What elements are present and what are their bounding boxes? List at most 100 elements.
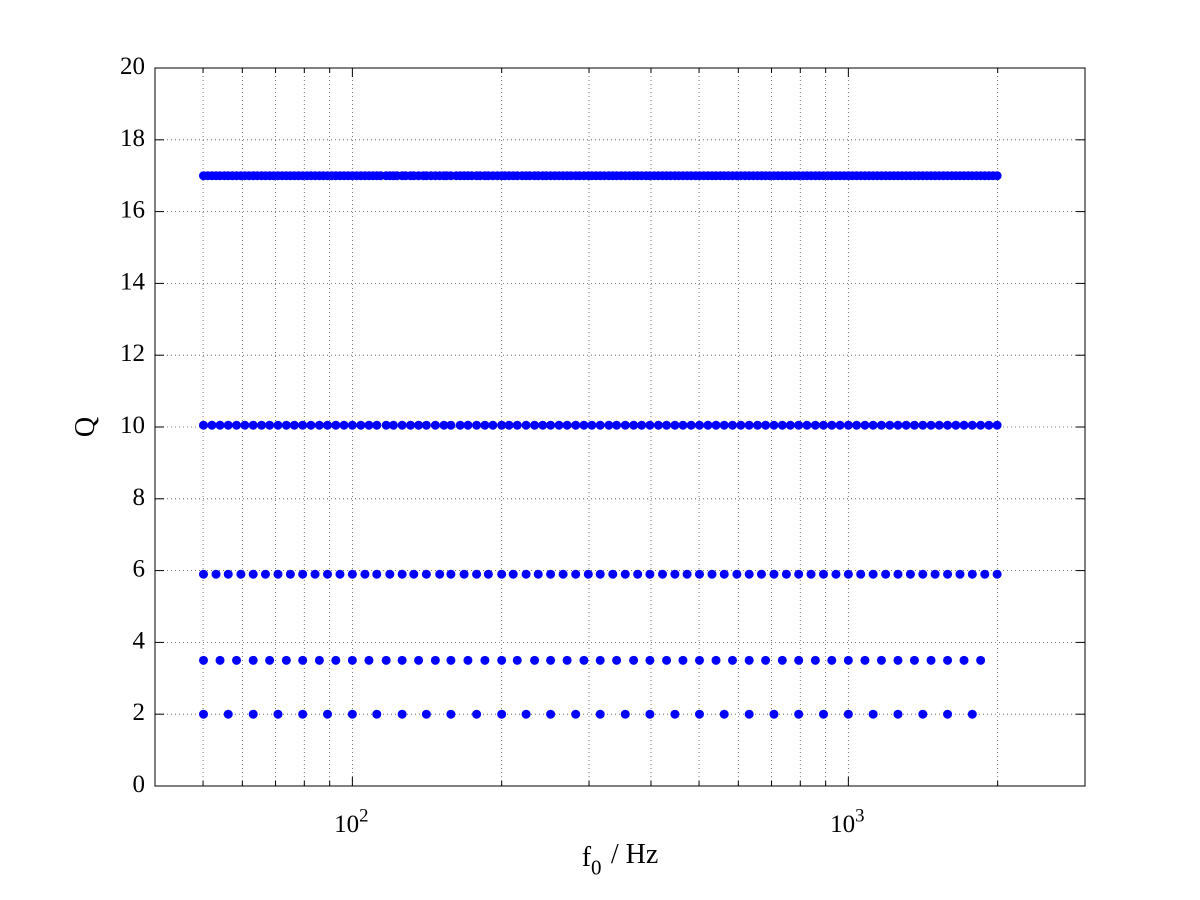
point <box>512 655 522 665</box>
point <box>658 569 668 579</box>
point <box>472 420 482 430</box>
point <box>265 655 275 665</box>
point <box>521 709 531 719</box>
point <box>558 569 568 579</box>
y-tick-label: 20 <box>120 53 145 80</box>
point <box>480 655 490 665</box>
point <box>248 655 258 665</box>
point <box>397 420 407 430</box>
x-axis-label: f0 / Hz <box>582 839 659 879</box>
point <box>364 655 374 665</box>
point <box>777 655 787 665</box>
point <box>236 569 246 579</box>
point <box>198 420 208 430</box>
point <box>612 655 622 665</box>
point <box>538 420 548 430</box>
point <box>508 569 518 579</box>
point <box>769 569 779 579</box>
point <box>703 420 713 430</box>
x-tick-label: 102 <box>334 806 370 841</box>
point <box>620 569 630 579</box>
point <box>463 655 473 665</box>
point <box>707 569 717 579</box>
point <box>414 655 424 665</box>
point <box>992 171 1002 181</box>
x-tick-label: 103 <box>830 806 866 841</box>
point <box>260 569 270 579</box>
point <box>372 569 382 579</box>
point <box>612 420 622 430</box>
point <box>711 420 721 430</box>
point <box>728 420 738 430</box>
point <box>207 420 217 430</box>
point <box>736 420 746 430</box>
point <box>967 709 977 719</box>
point <box>852 420 862 430</box>
point <box>637 420 647 430</box>
point <box>827 420 837 430</box>
point <box>943 709 953 719</box>
point <box>360 569 370 579</box>
point <box>843 569 853 579</box>
point <box>984 420 994 430</box>
point <box>472 569 482 579</box>
point <box>198 655 208 665</box>
point <box>802 420 812 430</box>
point <box>421 709 431 719</box>
point <box>930 569 940 579</box>
y-tick-label: 18 <box>120 125 145 152</box>
point <box>521 420 531 430</box>
point <box>248 569 258 579</box>
point <box>682 569 692 579</box>
point <box>918 569 928 579</box>
point <box>777 420 787 430</box>
point <box>645 655 655 665</box>
point <box>480 420 490 430</box>
point <box>909 655 919 665</box>
point <box>744 569 754 579</box>
point <box>571 709 581 719</box>
point <box>488 420 498 430</box>
point <box>860 655 870 665</box>
point <box>818 709 828 719</box>
point <box>967 569 977 579</box>
point <box>732 569 742 579</box>
point <box>583 569 593 579</box>
point <box>893 709 903 719</box>
point <box>769 420 779 430</box>
point <box>943 569 953 579</box>
point <box>421 420 431 430</box>
point <box>546 655 556 665</box>
point <box>530 655 540 665</box>
point <box>608 569 618 579</box>
point <box>629 655 639 665</box>
point <box>414 420 424 430</box>
point <box>463 420 473 430</box>
point <box>645 420 655 430</box>
point <box>298 655 308 665</box>
point <box>918 420 928 430</box>
point <box>711 655 721 665</box>
point <box>893 655 903 665</box>
point <box>459 569 469 579</box>
point <box>595 420 605 430</box>
point <box>323 709 333 719</box>
point <box>223 709 233 719</box>
point <box>992 569 1002 579</box>
point <box>211 569 221 579</box>
point <box>678 655 688 665</box>
point <box>959 655 969 665</box>
point <box>388 420 398 430</box>
point <box>794 420 804 430</box>
y-tick-label: 14 <box>120 268 146 295</box>
point <box>744 655 754 665</box>
point <box>810 655 820 665</box>
point <box>794 709 804 719</box>
point <box>893 420 903 430</box>
point <box>905 569 915 579</box>
point <box>248 709 258 719</box>
point <box>335 569 345 579</box>
point <box>629 420 639 430</box>
